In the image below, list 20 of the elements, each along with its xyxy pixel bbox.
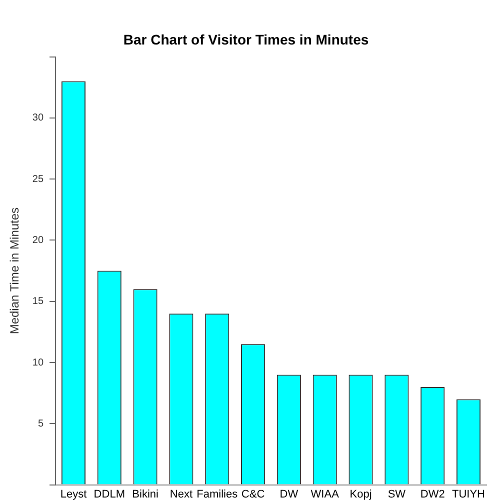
x-tick-label: Kopj: [350, 488, 372, 500]
y-tick-label: 20: [32, 234, 44, 246]
y-tick-label: 25: [32, 174, 44, 185]
x-tick-label: TUIYH: [452, 488, 486, 500]
y-axis-title: Median Time in Minutes: [8, 207, 22, 334]
x-tick-label: Bikini: [132, 488, 158, 500]
y-tick-label: 30: [32, 112, 44, 124]
x-tick-label: Leyst: [60, 488, 87, 500]
x-tick-label: DDLM: [94, 488, 125, 500]
x-tick-label: SW: [388, 488, 406, 500]
x-tick-label: C&C: [241, 488, 265, 500]
x-tick-label: DW2: [420, 488, 445, 500]
x-tick-label: DW: [280, 488, 299, 500]
y-tick-label: 15: [32, 296, 44, 308]
y-tick-label: 5: [38, 418, 44, 430]
x-tick-label: WIAA: [310, 488, 340, 500]
x-tick-label: Families: [196, 488, 238, 500]
y-tick-label: 10: [32, 357, 44, 368]
x-tick-label: Next: [170, 488, 193, 500]
chart-title: Bar Chart of Visitor Times in Minutes: [123, 31, 369, 48]
